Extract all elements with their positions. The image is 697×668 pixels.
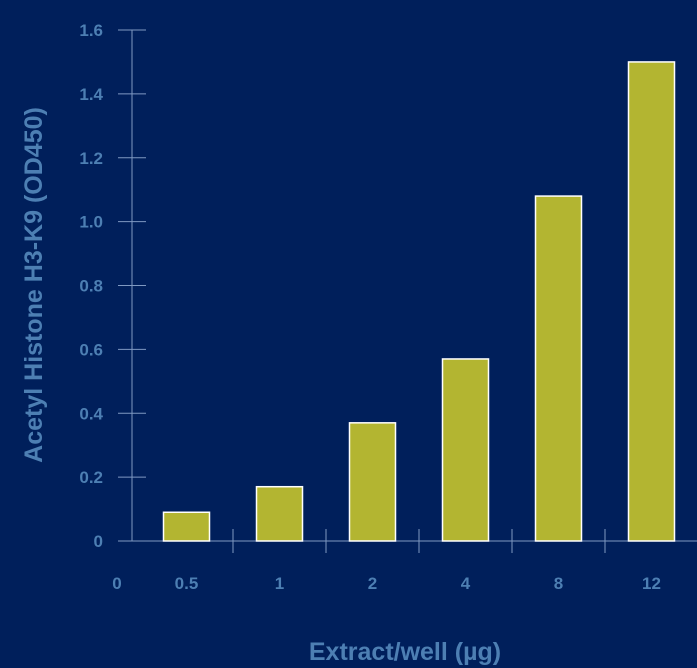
x-axis: 0 0.5 1 2 4 8 12 (112, 529, 697, 593)
y-tick-label: 0.8 (79, 277, 103, 296)
y-tick-label: 0.6 (79, 340, 103, 359)
bar-4 (441, 358, 490, 542)
x-tick-label: 2 (368, 574, 377, 593)
bar-2 (348, 422, 397, 542)
x-tick-label: 8 (554, 574, 563, 593)
x-axis-title: Extract/well (µg) (309, 638, 501, 666)
y-tick-label: 1.6 (79, 21, 103, 40)
x-tick-label-zero: 0 (112, 574, 121, 593)
y-tick-label: 0.4 (79, 404, 103, 423)
y-axis-title: Acetyl Histone H3-K9 (OD450) (20, 107, 48, 463)
x-tick-label: 0.5 (175, 574, 199, 593)
y-tick-label: 0 (94, 532, 103, 551)
bars (162, 61, 676, 542)
bar-12 (627, 61, 676, 542)
bar-8 (534, 195, 583, 542)
y-axis: 0 0.2 0.4 0.6 0.8 1.0 1.2 1.4 1.6 (79, 21, 146, 551)
x-tick-label: 4 (461, 574, 471, 593)
y-tick-label: 0.2 (79, 468, 103, 487)
y-tick-label: 1.4 (79, 85, 103, 104)
y-tick-label: 1.0 (79, 213, 103, 232)
x-tick-label: 12 (642, 574, 661, 593)
bar-1 (255, 485, 304, 542)
x-tick-label: 1 (275, 574, 284, 593)
bar-0.5 (162, 511, 211, 542)
y-tick-label: 1.2 (79, 149, 103, 168)
